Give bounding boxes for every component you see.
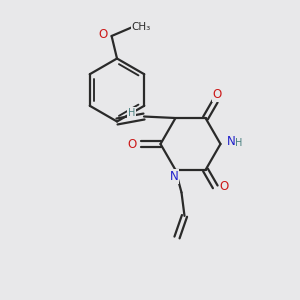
Text: O: O [220,180,229,194]
Text: H: H [236,138,243,148]
Text: N: N [226,135,236,148]
Text: N: N [169,170,178,183]
Text: H: H [128,108,135,118]
Text: CH₃: CH₃ [131,22,151,32]
Text: O: O [212,88,221,101]
Text: O: O [98,28,107,41]
Text: O: O [128,137,136,151]
